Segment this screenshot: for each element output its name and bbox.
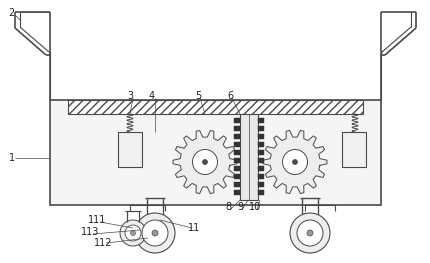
Text: 3: 3 (127, 91, 133, 101)
Text: 5: 5 (194, 91, 201, 101)
Text: 2: 2 (8, 8, 14, 18)
Text: 113: 113 (81, 227, 99, 237)
Circle shape (289, 213, 329, 253)
Bar (233, 150, 240, 155)
Text: 112: 112 (94, 238, 112, 248)
Bar (233, 158, 240, 163)
Circle shape (202, 159, 207, 164)
Text: 10: 10 (248, 202, 261, 212)
Circle shape (135, 213, 175, 253)
Bar (118, 132, 141, 167)
Bar (50, 100, 380, 205)
Bar (258, 182, 264, 187)
Bar (258, 118, 264, 123)
Circle shape (192, 149, 217, 174)
Polygon shape (173, 130, 237, 194)
Circle shape (141, 220, 168, 246)
Bar (258, 190, 264, 195)
Bar (258, 126, 264, 131)
Bar (258, 166, 264, 171)
Bar (233, 190, 240, 195)
Circle shape (120, 220, 146, 246)
Bar (233, 142, 240, 147)
Polygon shape (262, 130, 326, 194)
Circle shape (292, 159, 297, 164)
Bar (233, 166, 240, 171)
Bar (68, 100, 362, 114)
Text: 11: 11 (187, 223, 200, 233)
Bar (341, 132, 365, 167)
Bar (233, 174, 240, 179)
Circle shape (130, 230, 135, 235)
Circle shape (125, 225, 141, 241)
Bar (258, 150, 264, 155)
Text: 1: 1 (9, 153, 15, 163)
Text: 4: 4 (149, 91, 155, 101)
Bar (240, 114, 258, 200)
Bar (258, 158, 264, 163)
Bar (233, 118, 240, 123)
Bar (233, 134, 240, 139)
Text: 9: 9 (237, 202, 243, 212)
Bar (258, 142, 264, 147)
Circle shape (282, 149, 307, 174)
Bar (233, 126, 240, 131)
Bar (258, 134, 264, 139)
Bar (233, 182, 240, 187)
Bar (258, 174, 264, 179)
Circle shape (296, 220, 322, 246)
Text: 8: 8 (224, 202, 230, 212)
Circle shape (306, 230, 312, 236)
Text: 111: 111 (88, 215, 106, 225)
Text: 6: 6 (227, 91, 233, 101)
Circle shape (152, 230, 158, 236)
